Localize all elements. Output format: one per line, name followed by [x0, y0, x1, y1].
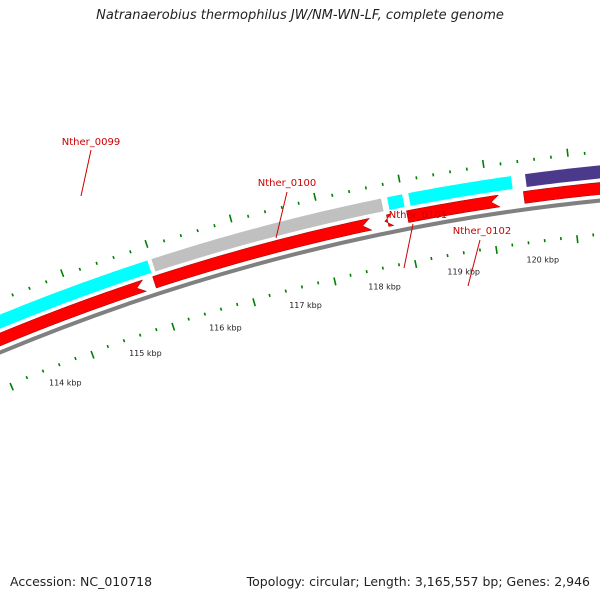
outer-tick-21	[331, 193, 334, 197]
outer-tick-2	[11, 293, 14, 297]
inner-tick-5	[90, 350, 95, 359]
kbp-label: 120 kbp	[526, 256, 559, 265]
inner-tick-4	[74, 356, 77, 361]
cds-arrow-5	[523, 182, 600, 204]
kbp-label: 119 kbp	[447, 268, 480, 277]
gene-label-2: Nther_0100	[258, 178, 316, 189]
kbp-label: 118 kbp	[368, 283, 401, 292]
outer-tick-20	[313, 192, 317, 201]
inner-tick-23	[381, 266, 384, 270]
outer-tick-6	[78, 267, 82, 272]
gene-callout-line	[275, 191, 288, 239]
outer-tick-14	[213, 223, 216, 228]
outer-tick-22	[348, 189, 351, 194]
outer-tick-ring	[11, 148, 586, 297]
gene-feature-2	[151, 198, 384, 272]
inner-tick-13	[219, 307, 223, 311]
inner-tick-21	[349, 273, 352, 277]
outer-tick-3	[28, 286, 31, 290]
backbone-line	[0, 198, 600, 355]
gene-label-1: Nther_0099	[62, 137, 120, 148]
inner-tick-16	[268, 293, 271, 298]
cds-arrow-track	[0, 182, 600, 347]
inner-tick-30	[495, 245, 498, 255]
gene-feature-3	[387, 194, 405, 211]
kbp-label: 116 kbp	[209, 323, 242, 332]
inner-tick-18	[300, 285, 304, 289]
inner-tick-26	[430, 256, 433, 261]
outer-tick-25	[397, 174, 401, 183]
inner-tick-10	[171, 322, 176, 331]
gene-callouts: Nther_0099 Nther_0100 Nther_0101 Nther_0102	[62, 137, 511, 287]
inner-tick-1	[25, 375, 29, 380]
outer-tick-10	[144, 239, 149, 248]
outer-tick-18	[280, 205, 283, 210]
inner-tick-24	[397, 263, 401, 267]
gene-feature-5	[525, 165, 600, 187]
kbp-label: 117 kbp	[289, 301, 322, 310]
gene-callout-line	[80, 149, 92, 197]
outer-tick-29	[465, 167, 468, 171]
outer-tick-4	[44, 280, 48, 284]
kbp-label: 114 kbp	[49, 378, 82, 387]
outer-tick-26	[415, 176, 418, 180]
inner-tick-20	[333, 277, 337, 286]
cds-arrow-1	[0, 279, 148, 347]
inner-tick-14	[236, 302, 239, 307]
gene-feature-4	[408, 176, 513, 206]
outer-tick-27	[432, 173, 435, 177]
gene-feature-1	[0, 260, 152, 329]
outer-tick-12	[179, 233, 183, 238]
inner-tick-28	[462, 251, 465, 255]
inner-tick-2	[41, 369, 45, 373]
inner-tick-ring	[9, 233, 595, 391]
inner-tick-0	[9, 382, 14, 391]
inner-tick-22	[365, 269, 368, 274]
outer-tick-8	[112, 255, 115, 260]
gene-callout-line	[467, 239, 481, 287]
inner-tick-25	[414, 259, 418, 269]
kbp-label: 115 kbp	[129, 349, 162, 358]
inner-tick-17	[284, 289, 287, 293]
gene-callout-line	[403, 223, 414, 269]
outer-tick-30	[481, 159, 485, 169]
map-title: Natranaerobius thermophilus JW/NM-WN-LF,…	[96, 8, 504, 23]
outer-tick-9	[129, 250, 132, 254]
inner-tick-35	[576, 235, 579, 244]
kbp-scale: 114 kbp 115 kbp 116 kbp 117 kbp 118 kbp 119 k…	[49, 256, 559, 388]
outer-tick-13	[196, 228, 199, 233]
outer-tick-28	[449, 170, 452, 174]
cds-arrow-3	[384, 213, 395, 227]
outer-tick-24	[381, 182, 384, 187]
inner-tick-15	[252, 298, 256, 307]
accession-text: Accession: NC_010718	[10, 574, 153, 589]
cds-arrow-4	[406, 194, 501, 223]
inner-tick-11	[187, 317, 190, 321]
outer-tick-11	[162, 239, 166, 243]
inner-tick-19	[317, 281, 320, 285]
outer-tick-35	[566, 148, 569, 157]
inner-tick-29	[478, 248, 481, 252]
inner-tick-8	[138, 333, 142, 337]
outer-tick-7	[95, 261, 98, 266]
inner-tick-6	[106, 344, 110, 349]
outer-tick-16	[247, 214, 250, 218]
outer-tick-5	[60, 269, 65, 278]
genome-backbone	[0, 198, 600, 355]
outer-tick-19	[297, 201, 300, 205]
outer-tick-15	[228, 214, 233, 223]
outer-tick-23	[364, 186, 367, 190]
inner-tick-7	[122, 339, 126, 343]
inner-tick-12	[203, 312, 207, 316]
inner-tick-9	[155, 327, 158, 332]
gene-label-3: Nther_0101	[389, 210, 447, 221]
gene-label-4: Nther_0102	[453, 226, 511, 237]
inner-tick-3	[57, 363, 61, 367]
outer-tick-17	[263, 210, 267, 214]
inner-tick-27	[446, 253, 449, 258]
gene-feature-track	[0, 165, 600, 329]
genome-summary-text: Topology: circular; Length: 3,165,557 bp…	[246, 574, 590, 589]
cds-arrow-2	[152, 217, 373, 289]
